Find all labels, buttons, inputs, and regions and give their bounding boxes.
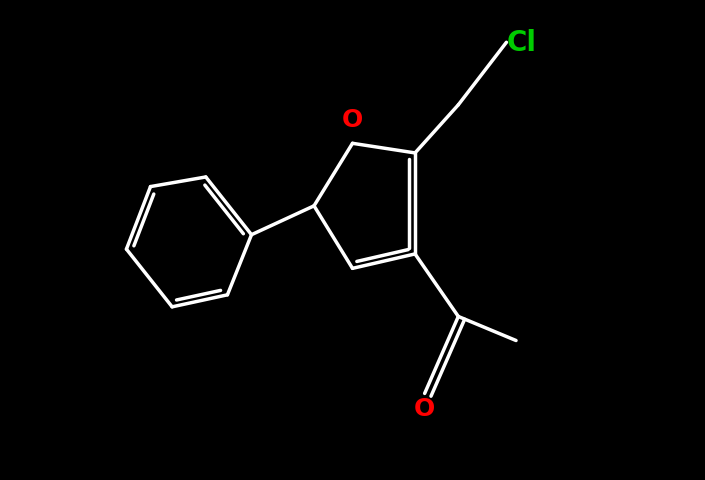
Text: Cl: Cl — [506, 29, 537, 57]
Text: O: O — [342, 108, 363, 132]
Text: O: O — [414, 396, 435, 420]
